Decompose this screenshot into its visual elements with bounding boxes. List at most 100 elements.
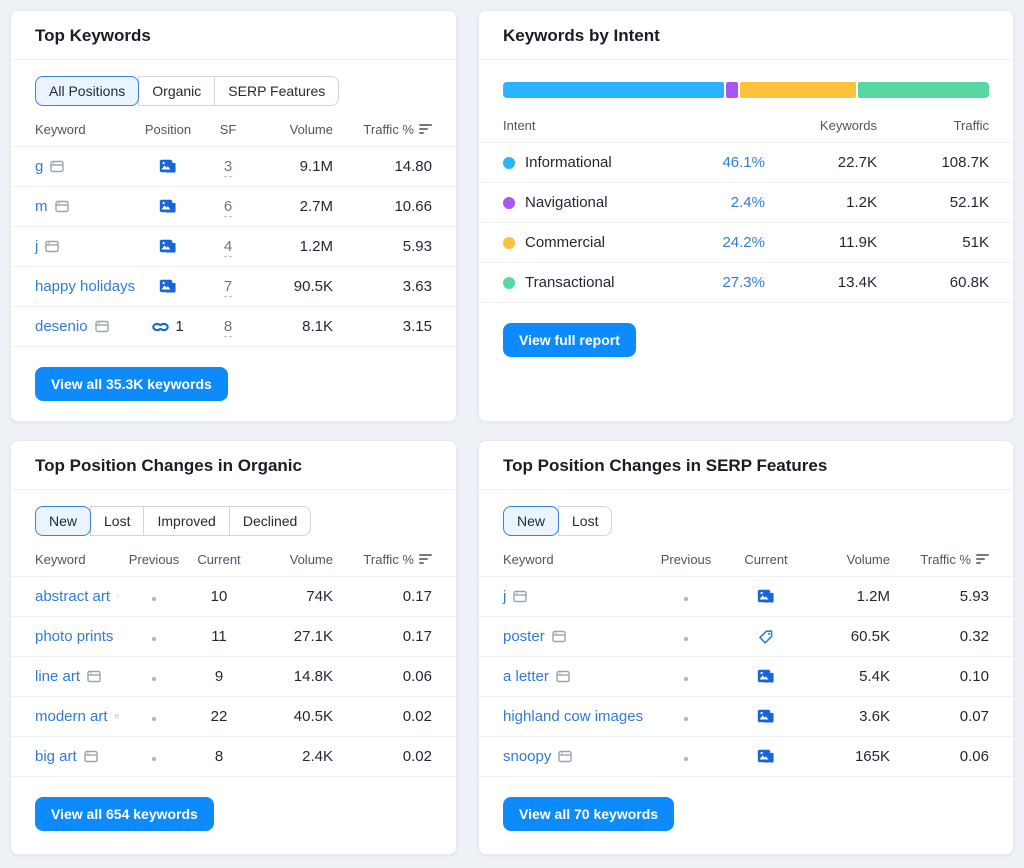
- keyword-link[interactable]: line art: [35, 668, 81, 685]
- image-pack-icon[interactable]: [159, 279, 177, 294]
- view-full-report-button[interactable]: View full report: [503, 323, 636, 357]
- percent-link[interactable]: 2.4%: [730, 194, 765, 211]
- keyword-link[interactable]: photo prints: [35, 628, 114, 645]
- keyword-link[interactable]: happy holidays: [35, 278, 136, 295]
- traffic-value: 0.17: [402, 628, 432, 645]
- serp-preview-icon[interactable]: [552, 630, 566, 643]
- bar-segment-transactional[interactable]: [857, 82, 989, 98]
- serp-preview-icon[interactable]: [50, 160, 65, 173]
- traffic-value: 0.02: [402, 748, 432, 765]
- serp-preview-icon[interactable]: [94, 320, 109, 333]
- serp-preview-icon[interactable]: [87, 670, 101, 683]
- image-pack-icon[interactable]: [757, 749, 775, 764]
- card-title: Top Keywords: [11, 11, 456, 60]
- serp-preview-icon[interactable]: [45, 240, 60, 253]
- intent-label: Navigational: [525, 194, 608, 211]
- sort-descending-icon[interactable]: [419, 554, 432, 564]
- keyword-link[interactable]: abstract art: [35, 588, 111, 605]
- percent-link[interactable]: 27.3%: [722, 274, 765, 291]
- tab-serp-features[interactable]: SERP Features: [214, 76, 340, 106]
- sf-link[interactable]: 7: [223, 278, 233, 297]
- col-current: Current: [744, 551, 788, 567]
- volume-value: 8.1K: [302, 318, 333, 335]
- image-pack-icon[interactable]: [159, 159, 177, 174]
- sort-descending-icon[interactable]: [976, 554, 989, 564]
- image-pack-icon[interactable]: [757, 589, 775, 604]
- keyword-link[interactable]: big art: [35, 748, 77, 765]
- serp-preview-icon[interactable]: [84, 750, 98, 763]
- serp-preview-icon[interactable]: [54, 200, 69, 213]
- previous-none-dot: [152, 637, 156, 641]
- previous-none-dot: [152, 677, 156, 681]
- keyword-link[interactable]: g: [35, 158, 44, 175]
- keyword-link[interactable]: m: [35, 198, 48, 215]
- image-pack-icon[interactable]: [757, 669, 775, 684]
- keyword-link[interactable]: j: [503, 588, 507, 605]
- traffic-value: 52.1K: [949, 194, 989, 211]
- sf-link[interactable]: 6: [223, 198, 233, 217]
- tab-lost[interactable]: Lost: [558, 506, 613, 536]
- serp-preview-icon[interactable]: [556, 670, 570, 683]
- col-keyword: Keyword: [503, 551, 554, 567]
- percent-link[interactable]: 46.1%: [722, 154, 765, 171]
- volume-value: 165K: [854, 748, 890, 765]
- previous-none-dot: [152, 597, 156, 601]
- traffic-value: 0.06: [959, 748, 989, 765]
- current-value: 8: [214, 748, 224, 765]
- tab-organic[interactable]: Organic: [138, 76, 216, 106]
- traffic-value: 0.32: [959, 628, 989, 645]
- volume-value: 60.5K: [850, 628, 890, 645]
- bar-segment-navigational[interactable]: [726, 82, 738, 98]
- serp-preview-icon[interactable]: [117, 590, 119, 603]
- keyword-link[interactable]: highland cow images: [503, 708, 644, 725]
- keyword-link[interactable]: a letter: [503, 668, 549, 685]
- previous-none-dot: [684, 757, 688, 761]
- keyword-link[interactable]: desenio: [35, 318, 88, 335]
- view-all-keywords-button[interactable]: View all 35.3K keywords: [35, 367, 228, 401]
- serp-preview-icon[interactable]: [558, 750, 573, 763]
- image-pack-icon[interactable]: [757, 709, 775, 724]
- tab-declined[interactable]: Declined: [228, 506, 312, 536]
- product-tag-icon[interactable]: [758, 629, 774, 645]
- sf-link[interactable]: 4: [223, 238, 233, 257]
- col-intent: Intent: [503, 117, 536, 133]
- table-header: Keyword Previous Current Volume Traffic …: [11, 542, 456, 576]
- keyword-link[interactable]: poster: [503, 628, 545, 645]
- tab-improved[interactable]: Improved: [143, 506, 230, 536]
- table-row: line art 9 14.8K 0.06: [11, 656, 456, 696]
- traffic-value: 10.66: [394, 198, 432, 215]
- traffic-value: 0.06: [402, 668, 432, 685]
- tab-all-positions[interactable]: All Positions: [35, 76, 140, 106]
- current-value: 11: [211, 628, 227, 645]
- keywords-value: 11.9K: [838, 234, 877, 251]
- traffic-value: 60.8K: [949, 274, 989, 291]
- view-all-keywords-button[interactable]: View all 654 keywords: [35, 797, 214, 831]
- image-pack-icon[interactable]: [159, 239, 177, 254]
- percent-link[interactable]: 24.2%: [722, 234, 765, 251]
- bar-segment-informational[interactable]: [503, 82, 725, 98]
- keyword-link[interactable]: j: [35, 238, 39, 255]
- traffic-value: 5.93: [402, 238, 432, 255]
- tab-new[interactable]: New: [503, 506, 560, 536]
- serp-preview-icon[interactable]: [114, 710, 119, 723]
- keyword-link[interactable]: snoopy: [503, 748, 552, 765]
- table-row: Informational 46.1% 22.7K 108.7K: [479, 142, 1013, 182]
- view-all-keywords-button[interactable]: View all 70 keywords: [503, 797, 675, 831]
- tab-lost[interactable]: Lost: [90, 506, 145, 536]
- table-row: Commercial 24.2% 11.9K 51K: [479, 222, 1013, 262]
- navigational-dot-icon: [503, 196, 515, 209]
- sf-link[interactable]: 8: [223, 318, 233, 337]
- sf-link[interactable]: 3: [223, 158, 233, 177]
- col-traffic: Traffic %: [363, 551, 414, 567]
- tab-new[interactable]: New: [35, 506, 92, 536]
- traffic-value: 3.15: [402, 318, 432, 335]
- bar-segment-commercial[interactable]: [739, 82, 856, 98]
- serp-preview-icon[interactable]: [513, 590, 528, 603]
- volume-value: 2.7M: [299, 198, 333, 215]
- keyword-link[interactable]: modern art: [35, 708, 108, 725]
- sort-descending-icon[interactable]: [419, 124, 432, 134]
- serp-changes-tab-group: New Lost: [503, 506, 613, 536]
- keywords-by-intent-card: Keywords by Intent Intent Keywords Traff…: [478, 10, 1014, 422]
- link-icon[interactable]: [152, 320, 170, 334]
- image-pack-icon[interactable]: [159, 199, 177, 214]
